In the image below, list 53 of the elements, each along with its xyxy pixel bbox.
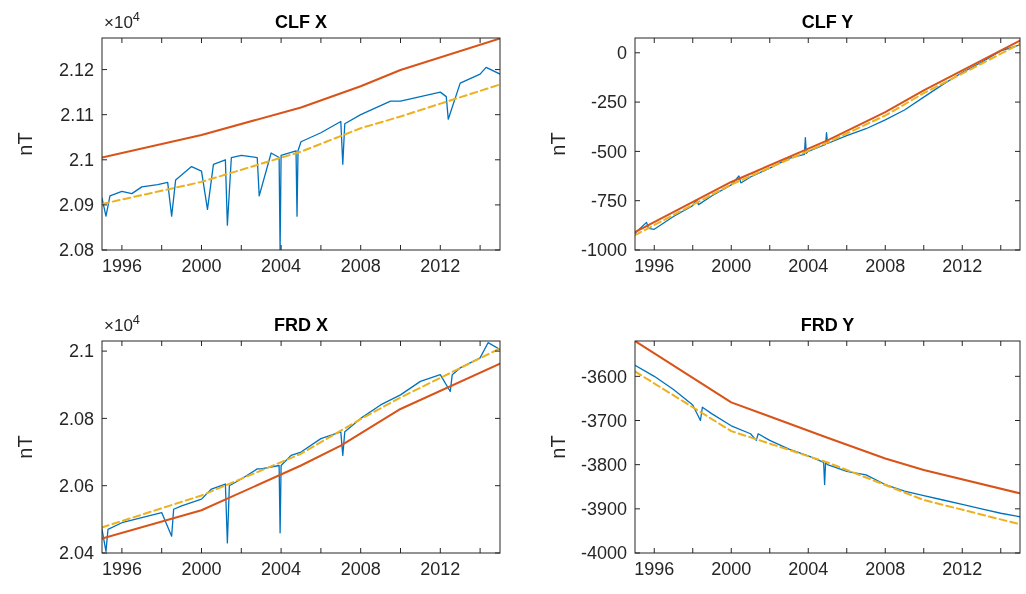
y-tick-label: -3600 xyxy=(580,366,627,387)
y-axis-title: nT xyxy=(14,435,36,459)
x-tick-label: 1996 xyxy=(634,256,675,276)
chart-title: CLF Y xyxy=(801,12,854,32)
y-tick-label: -1000 xyxy=(580,240,627,261)
text: ×10$^{4}$ xyxy=(104,8,140,32)
x-tick-label: 2012 xyxy=(942,256,983,276)
x-tick-label: 2008 xyxy=(865,256,906,276)
text: ×10$^{4}$ xyxy=(104,311,140,335)
y-tick-label: -750 xyxy=(590,191,627,211)
y-axis-title: nT xyxy=(547,435,569,459)
line-series xyxy=(102,38,500,159)
y-tick-label: -4000 xyxy=(580,543,627,564)
y-axis-title: nT xyxy=(547,132,569,156)
x-tick-label: 1996 xyxy=(101,256,142,276)
x-tick-label: 2000 xyxy=(181,256,222,276)
y-tick-label: 2.04 xyxy=(58,543,94,564)
line-series xyxy=(635,341,1020,495)
x-tick-label: 2008 xyxy=(340,256,381,276)
y-tick-label: 2.1 xyxy=(68,150,94,171)
x-tick-label: 2012 xyxy=(420,559,461,579)
x-tick-label: 2008 xyxy=(865,559,906,579)
x-tick-label: 2000 xyxy=(711,559,752,579)
x-tick-label: 1996 xyxy=(634,559,675,579)
y-tick-label: 2.06 xyxy=(58,476,94,496)
x-tick-label: 2012 xyxy=(420,256,461,276)
y-tick-label: 0 xyxy=(616,43,627,64)
y-tick-label: -500 xyxy=(590,141,627,162)
x-tick-label: 2004 xyxy=(788,559,829,579)
y-tick-label: -250 xyxy=(590,92,627,113)
chart-title: FRD X xyxy=(274,315,328,335)
y-tick-label: 2.12 xyxy=(58,59,94,80)
y-tick-label: 2.09 xyxy=(58,195,94,216)
x-tick-label: 2000 xyxy=(181,559,222,579)
y-tick-label: 2.11 xyxy=(60,104,94,125)
y-axis-title: nT xyxy=(14,132,36,156)
x-tick-label: 2004 xyxy=(261,559,302,579)
y-tick-label: -3700 xyxy=(580,410,627,431)
chart-title: CLF X xyxy=(275,12,327,32)
line-series xyxy=(102,83,500,205)
chart-title: FRD Y xyxy=(800,315,855,335)
x-tick-label: 2004 xyxy=(788,256,829,276)
x-tick-label: 2000 xyxy=(711,256,752,276)
y-tick-label: 2.08 xyxy=(58,408,94,429)
y-tick-label: -3800 xyxy=(580,454,627,475)
x-tick-label: 2012 xyxy=(942,559,983,579)
y-tick-label: 2.08 xyxy=(58,240,94,261)
y-tick-label: 2.1 xyxy=(68,341,94,362)
x-tick-label: 1996 xyxy=(101,559,142,579)
y-tick-label: -3900 xyxy=(580,499,627,520)
x-tick-label: 2008 xyxy=(340,559,381,579)
x-tick-label: 2004 xyxy=(261,256,302,276)
line-series xyxy=(102,66,500,250)
